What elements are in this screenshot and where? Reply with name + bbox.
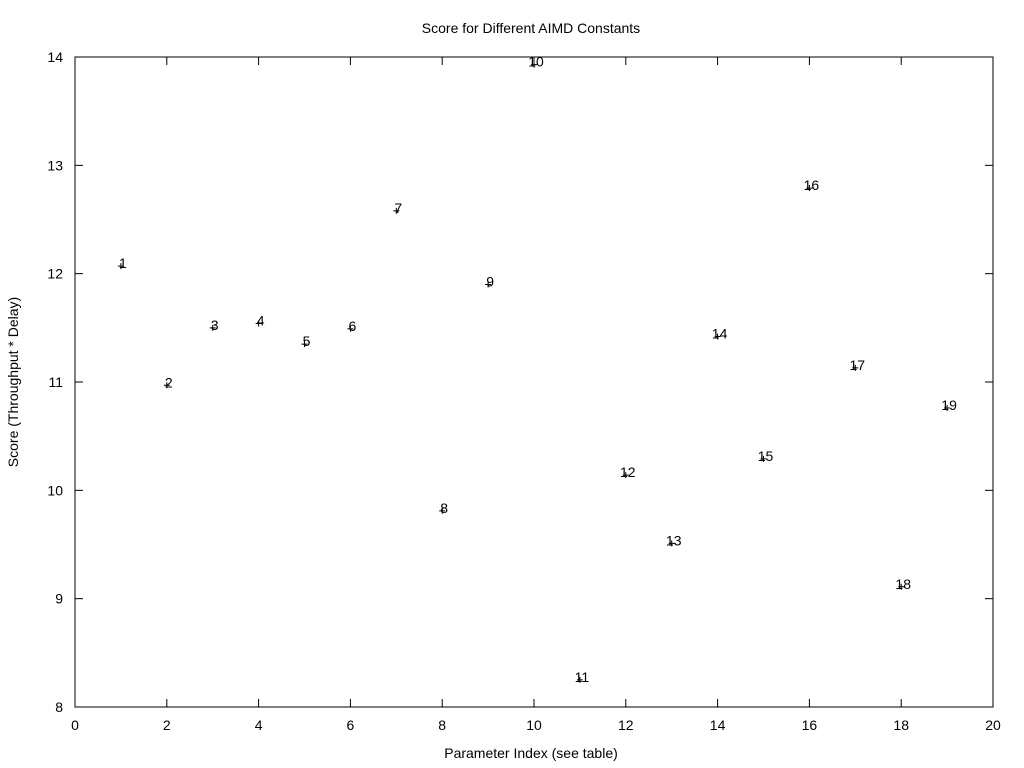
plus-marker xyxy=(439,507,446,514)
plus-marker xyxy=(576,676,583,683)
plus-marker xyxy=(301,341,308,348)
data-point: 4 xyxy=(255,313,265,329)
point-label: 2 xyxy=(165,374,173,390)
data-point: 18 xyxy=(895,576,911,592)
x-tick-label: 20 xyxy=(985,717,1001,733)
x-tick-label: 8 xyxy=(438,717,446,733)
x-tick-label: 6 xyxy=(347,717,355,733)
point-label: 10 xyxy=(528,54,544,70)
plus-marker xyxy=(852,364,859,371)
point-label: 9 xyxy=(486,274,494,290)
data-point: 16 xyxy=(804,177,820,193)
plus-marker xyxy=(209,324,216,331)
data-point: 3 xyxy=(209,317,219,333)
data-point: 11 xyxy=(575,669,590,685)
data-point: 1 xyxy=(117,255,127,271)
plus-marker xyxy=(806,185,813,192)
x-tick-label: 18 xyxy=(893,717,909,733)
data-point: 7 xyxy=(393,200,402,216)
y-tick-label: 8 xyxy=(55,699,63,715)
plus-marker xyxy=(117,263,124,270)
point-label: 11 xyxy=(575,669,590,685)
point-label: 12 xyxy=(620,464,636,480)
plus-marker xyxy=(393,207,400,214)
plus-marker xyxy=(163,382,170,389)
point-label: 16 xyxy=(804,177,820,193)
point-label: 1 xyxy=(119,255,127,271)
x-tick-label: 14 xyxy=(710,717,726,733)
point-label: 17 xyxy=(850,357,866,373)
plus-marker xyxy=(944,405,951,411)
plus-marker xyxy=(347,325,354,332)
x-tick-label: 0 xyxy=(71,717,79,733)
point-label: 6 xyxy=(349,318,357,334)
x-tick-label: 16 xyxy=(802,717,818,733)
data-point: 5 xyxy=(301,333,311,349)
point-label: 13 xyxy=(666,532,682,548)
plus-marker xyxy=(255,320,262,327)
y-tick-label: 14 xyxy=(47,49,63,65)
plus-marker xyxy=(760,455,767,462)
y-tick-label: 10 xyxy=(47,482,63,498)
y-tick-label: 12 xyxy=(47,266,63,282)
point-label: 19 xyxy=(941,397,957,413)
point-label: 3 xyxy=(211,317,219,333)
data-point: 14 xyxy=(712,326,728,342)
data-point: 8 xyxy=(439,500,448,516)
plus-marker xyxy=(898,583,905,590)
x-tick-label: 2 xyxy=(163,717,171,733)
chart-title: Score for Different AIMD Constants xyxy=(422,20,640,36)
data-point: 10 xyxy=(528,54,544,70)
data-point: 2 xyxy=(163,374,173,390)
data-point: 12 xyxy=(620,464,636,480)
y-tick-label: 11 xyxy=(48,374,63,390)
plus-marker xyxy=(531,61,537,68)
point-label: 15 xyxy=(758,448,774,464)
point-label: 8 xyxy=(440,500,448,516)
data-point: 9 xyxy=(485,274,494,290)
y-tick-label: 9 xyxy=(55,591,63,607)
data-point: 19 xyxy=(941,397,957,413)
data-point: 17 xyxy=(850,357,866,373)
x-tick-label: 10 xyxy=(526,717,542,733)
point-label: 18 xyxy=(895,576,911,592)
point-label: 4 xyxy=(257,313,265,329)
data-point: 13 xyxy=(666,532,682,548)
data-point: 15 xyxy=(758,448,774,464)
point-label: 14 xyxy=(712,326,728,342)
plus-marker xyxy=(668,540,675,547)
y-tick-label: 13 xyxy=(47,157,63,173)
y-axis-label: Score (Throughput * Delay) xyxy=(5,297,21,467)
plot-frame xyxy=(74,56,994,708)
data-point: 6 xyxy=(347,318,357,334)
x-axis-ticks: 0 2 4 6 8 10 12 14 16 18 20 xyxy=(71,57,1001,733)
x-tick-label: 12 xyxy=(618,717,634,733)
point-label: 7 xyxy=(394,200,402,216)
point-label: 5 xyxy=(303,333,311,349)
x-tick-label: 4 xyxy=(255,717,263,733)
plus-marker xyxy=(714,333,721,340)
plus-marker xyxy=(485,281,492,288)
plus-marker xyxy=(622,472,629,479)
x-axis-label: Parameter Index (see table) xyxy=(444,745,618,761)
